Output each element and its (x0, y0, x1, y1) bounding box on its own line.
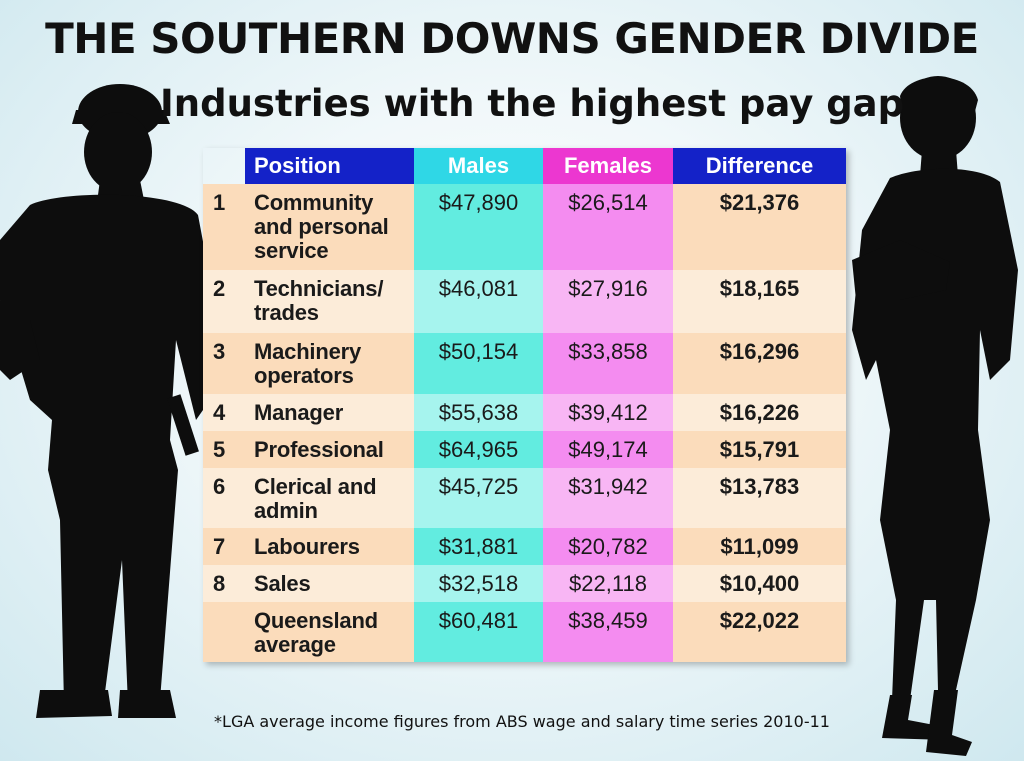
males-cell: $32,518 (414, 565, 543, 602)
rank-cell (203, 602, 245, 662)
table-row: 2 Technicians/ trades $46,081 $27,916 $1… (203, 270, 846, 333)
header-position: Position (245, 148, 414, 184)
position-cell: Labourers (245, 528, 414, 565)
males-cell: $64,965 (414, 431, 543, 468)
males-cell: $45,725 (414, 468, 543, 528)
main-title: THE SOUTHERN DOWNS GENDER DIVIDE (45, 14, 979, 63)
difference-cell: $18,165 (673, 270, 846, 333)
businesswoman-silhouette (852, 76, 1018, 756)
position-cell: Manager (245, 394, 414, 431)
females-cell: $31,942 (543, 468, 673, 528)
difference-cell: $10,400 (673, 565, 846, 602)
table-row: 4 Manager $55,638 $39,412 $16,226 (203, 394, 846, 431)
pay-gap-table: Position Males Females Difference 1 Comm… (203, 148, 846, 662)
rank-cell: 3 (203, 333, 245, 394)
header-females: Females (543, 148, 673, 184)
table-row: 3 Machinery operators $50,154 $33,858 $1… (203, 333, 846, 394)
females-cell: $26,514 (543, 184, 673, 270)
females-cell: $27,916 (543, 270, 673, 333)
table-row: 5 Professional $64,965 $49,174 $15,791 (203, 431, 846, 468)
header-difference: Difference (673, 148, 846, 184)
position-cell: Clerical and admin (245, 468, 414, 528)
females-cell: $39,412 (543, 394, 673, 431)
position-cell: Technicians/ trades (245, 270, 414, 333)
females-cell: $49,174 (543, 431, 673, 468)
table-row: 7 Labourers $31,881 $20,782 $11,099 (203, 528, 846, 565)
difference-cell: $13,783 (673, 468, 846, 528)
footnote: *LGA average income figures from ABS wag… (214, 712, 830, 731)
males-cell: $46,081 (414, 270, 543, 333)
table-row: Queensland average $60,481 $38,459 $22,0… (203, 602, 846, 662)
header-males: Males (414, 148, 543, 184)
males-cell: $50,154 (414, 333, 543, 394)
females-cell: $33,858 (543, 333, 673, 394)
difference-cell: $16,226 (673, 394, 846, 431)
header-rank-cell (203, 148, 245, 184)
rank-cell: 8 (203, 565, 245, 602)
table-row: 8 Sales $32,518 $22,118 $10,400 (203, 565, 846, 602)
rank-cell: 2 (203, 270, 245, 333)
pay-gap-table-container: Position Males Females Difference 1 Comm… (203, 148, 846, 662)
position-cell: Community and personal service (245, 184, 414, 270)
position-cell: Professional (245, 431, 414, 468)
males-cell: $47,890 (414, 184, 543, 270)
females-cell: $20,782 (543, 528, 673, 565)
difference-cell: $22,022 (673, 602, 846, 662)
worker-silhouette (0, 84, 214, 718)
females-cell: $38,459 (543, 602, 673, 662)
position-cell: Queensland average (245, 602, 414, 662)
difference-cell: $11,099 (673, 528, 846, 565)
rank-cell: 5 (203, 431, 245, 468)
difference-cell: $21,376 (673, 184, 846, 270)
table-row: 1 Community and personal service $47,890… (203, 184, 846, 270)
rank-cell: 6 (203, 468, 245, 528)
difference-cell: $15,791 (673, 431, 846, 468)
table-header-row: Position Males Females Difference (203, 148, 846, 184)
males-cell: $60,481 (414, 602, 543, 662)
position-cell: Machinery operators (245, 333, 414, 394)
rank-cell: 4 (203, 394, 245, 431)
males-cell: $31,881 (414, 528, 543, 565)
rank-cell: 1 (203, 184, 245, 270)
rank-cell: 7 (203, 528, 245, 565)
difference-cell: $16,296 (673, 333, 846, 394)
table-row: 6 Clerical and admin $45,725 $31,942 $13… (203, 468, 846, 528)
subtitle: Industries with the highest pay gap (160, 82, 905, 125)
males-cell: $55,638 (414, 394, 543, 431)
females-cell: $22,118 (543, 565, 673, 602)
position-cell: Sales (245, 565, 414, 602)
